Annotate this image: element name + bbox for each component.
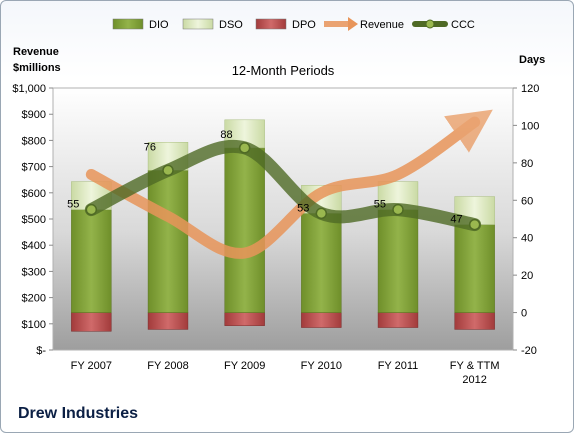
ccc-data-label: 53 [297,202,309,214]
dpo-bar [147,312,189,330]
left-axis: $- $100 $200 $300 $400 $500 $600 $700 $800 $900 $1… [12,83,53,357]
left-tick-label: $- [36,345,46,357]
legend-label: DPO [292,19,316,31]
ccc-point [392,203,404,216]
left-tick-label: $300 [22,266,46,278]
left-axis-title-line1: Revenue [13,46,59,58]
x-tick-label: FY 2007 [71,360,112,372]
right-tick-label: 80 [521,158,533,170]
dpo-bar [71,312,112,332]
ccc-data-label: 55 [374,199,386,211]
left-axis-title-line2: $millions [13,62,61,74]
ccc-data-label: 88 [220,129,232,141]
ccc-point [162,164,174,177]
dio-bar [71,209,112,313]
legend-swatch-marker [425,19,435,29]
dio-bar [224,147,265,313]
ccc-data-label: 55 [67,199,79,211]
dio-bar [377,209,419,313]
dpo-bar [301,312,342,328]
left-tick-label: $400 [22,240,46,252]
legend-swatch [112,18,144,30]
right-axis-title: Days [519,54,545,66]
ccc-point [85,203,98,216]
right-tick-label: 0 [521,308,527,320]
right-tick-label: 100 [521,120,539,132]
x-axis-labels: FY 2007 FY 2008 FY 2009 FY 2010 FY 2011 FY & … [71,360,500,386]
x-tick-label: FY & TTM [450,360,500,372]
legend-swatch [182,18,214,30]
dio-bar [454,224,495,313]
right-tick-label: 40 [521,233,533,245]
dpo-bar [377,312,419,328]
left-tick-label: $200 [22,293,46,305]
left-tick-label: $100 [22,319,46,331]
dio-bar [301,213,342,313]
right-tick-label: 120 [521,83,539,95]
ccc-data-label: 47 [450,214,462,226]
ccc-point [315,207,328,220]
ccc-point [238,142,251,154]
right-tick-label: -20 [521,345,537,357]
chart-title: 12-Month Periods [232,63,335,78]
left-tick-label: $800 [22,135,46,147]
legend-swatch [255,18,287,30]
x-tick-label: 2012 [462,374,486,386]
legend-label: Revenue [360,19,404,31]
x-tick-label: FY 2009 [224,360,265,372]
bars-group [71,119,495,332]
left-tick-label: $700 [22,162,46,174]
legend-swatch-arrow [348,17,358,31]
legend-label: DIO [149,19,169,31]
revenue-series [85,109,493,259]
x-tick-label: FY 2011 [378,360,419,372]
legend-label: DSO [219,19,243,31]
ccc-series: 55 76 88 53 55 47 [67,129,482,232]
right-axis: -20 0 20 40 60 80 100 120 [513,83,539,357]
ccc-data-label: 76 [144,141,156,153]
right-tick-label: 20 [521,270,533,282]
x-tick-label: FY 2010 [301,360,342,372]
ccc-point [468,218,481,231]
company-name: Drew Industries [18,405,139,422]
dpo-bar [454,312,495,330]
left-tick-label: $500 [22,214,46,226]
left-tick-label: $600 [22,188,46,200]
legend: DIO DSO DPO Revenue CCC [112,17,475,31]
legend-label: CCC [451,19,475,31]
dpo-bar [224,312,265,326]
revenue-line [85,109,493,259]
dio-bar [147,170,189,313]
right-tick-label: 60 [521,195,533,207]
left-tick-label: $900 [22,109,46,121]
x-tick-label: FY 2008 [147,360,188,372]
left-tick-label: $1,000 [12,83,46,95]
